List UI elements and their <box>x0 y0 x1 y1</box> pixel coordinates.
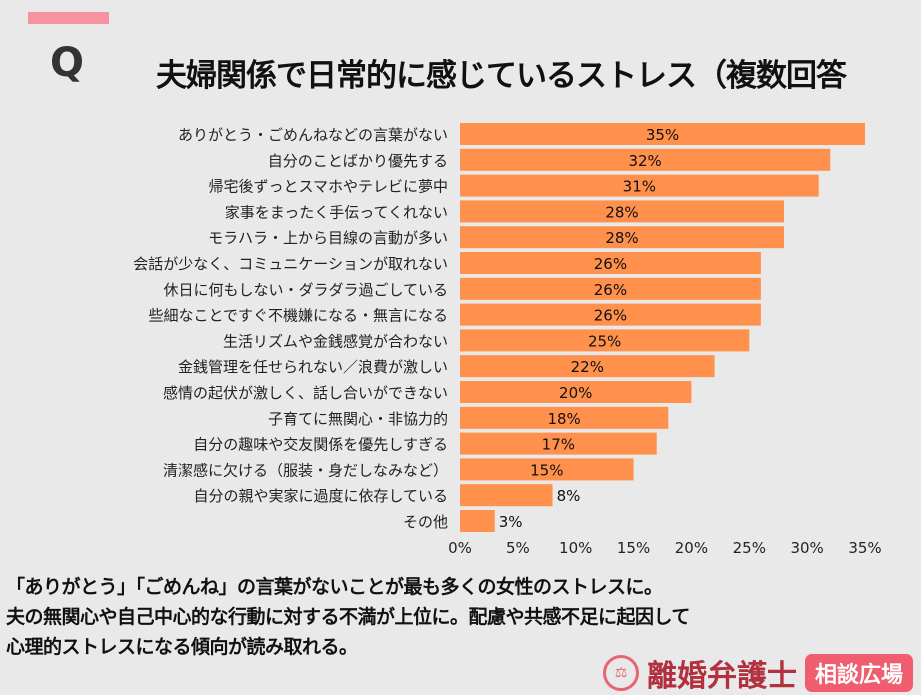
logo: ⚖ 離婚弁護士 相談広場 <box>603 651 914 695</box>
chart-title: 夫婦関係で日常的に感じているストレス（複数回答 <box>156 58 847 94</box>
category-label: 自分の親や実家に過度に依存している <box>193 487 448 505</box>
summary-line: 夫の無関心や自己中心的な行動に対する不満が上位に。配慮や共感不足に起因して <box>6 606 690 628</box>
category-label: モラハラ・上から目線の言動が多い <box>208 229 448 247</box>
category-label: 金銭管理を任せられない／浪費が激しい <box>178 358 448 376</box>
value-label: 31% <box>623 178 656 196</box>
category-label: 会話が少なく、コミュニケーションが取れない <box>133 255 448 273</box>
bar <box>460 484 553 507</box>
bar <box>460 226 784 249</box>
value-label: 3% <box>499 513 523 531</box>
summary-text: 「ありがとう」「ごめんね」の言葉がないことが最も多くの女性のストレスに。 夫の無… <box>6 572 690 662</box>
scale-seal-icon: ⚖ <box>603 655 639 691</box>
bar <box>460 510 495 532</box>
bar <box>460 252 761 274</box>
x-tick-label: 15% <box>617 539 650 557</box>
summary-line: 心理的ストレスになる傾向が読み取れる。 <box>6 636 358 658</box>
q-mark: Q <box>50 40 85 86</box>
bar <box>460 355 715 378</box>
value-label: 15% <box>530 461 563 479</box>
bar <box>460 329 750 352</box>
value-label: 26% <box>594 307 627 325</box>
bar <box>460 432 657 455</box>
x-tick-label: 30% <box>790 539 823 557</box>
category-label: その他 <box>403 513 448 531</box>
bar <box>460 303 761 326</box>
value-label: 28% <box>605 203 638 221</box>
logo-badge: 相談広場 <box>805 654 914 692</box>
value-label: 26% <box>594 255 627 273</box>
x-tick-label: 10% <box>559 539 592 557</box>
x-tick-label: 0% <box>448 539 472 557</box>
category-label: 帰宅後ずっとスマホやテレビに夢中 <box>208 178 448 196</box>
bar-chart: ありがとう・ごめんねなどの言葉がない 35% 自分のことばかり優先する 32% 帰宅後ず… <box>133 123 882 557</box>
value-label: 32% <box>628 152 661 170</box>
category-label: 生活リズムや金銭感覚が合わない <box>223 332 448 350</box>
x-tick-label: 25% <box>733 539 766 557</box>
x-tick-label: 5% <box>506 539 530 557</box>
category-label: 清潔感に欠ける（服装・身だしなみなど） <box>163 461 448 479</box>
bar <box>460 406 669 429</box>
bar <box>460 277 761 300</box>
value-label: 8% <box>557 487 581 505</box>
summary-line: 「ありがとう」「ごめんね」の言葉がないことが最も多くの女性のストレスに。 <box>6 576 663 598</box>
bar <box>460 381 692 403</box>
bar <box>460 174 819 197</box>
category-label: ありがとう・ごめんねなどの言葉がない <box>178 126 448 144</box>
value-label: 26% <box>594 281 627 299</box>
category-label: 家事をまったく手伝ってくれない <box>225 203 448 221</box>
value-label: 17% <box>542 436 575 454</box>
category-label: 感情の起伏が激しく、話し合いができない <box>163 384 448 402</box>
value-label: 18% <box>547 410 580 428</box>
value-label: 35% <box>646 126 679 144</box>
category-label: 自分の趣味や交友関係を優先しすぎる <box>193 436 448 454</box>
x-tick-label: 35% <box>848 539 881 557</box>
bar <box>460 148 831 171</box>
value-label: 25% <box>588 332 621 350</box>
bar <box>460 123 865 145</box>
category-label: 子育てに無関心・非協力的 <box>268 410 448 428</box>
category-label: 些細なことですぐ不機嫌になる・無言になる <box>148 307 448 325</box>
accent-bar <box>28 12 109 24</box>
x-tick-label: 20% <box>675 539 708 557</box>
value-label: 20% <box>559 384 592 402</box>
bar <box>460 458 634 481</box>
bar <box>460 200 784 223</box>
category-label: 自分のことばかり優先する <box>268 152 448 170</box>
logo-brand: 離婚弁護士 <box>647 659 797 694</box>
value-label: 22% <box>571 358 604 376</box>
value-label: 28% <box>605 229 638 247</box>
category-label: 休日に何もしない・ダラダラ過ごしている <box>163 281 448 299</box>
